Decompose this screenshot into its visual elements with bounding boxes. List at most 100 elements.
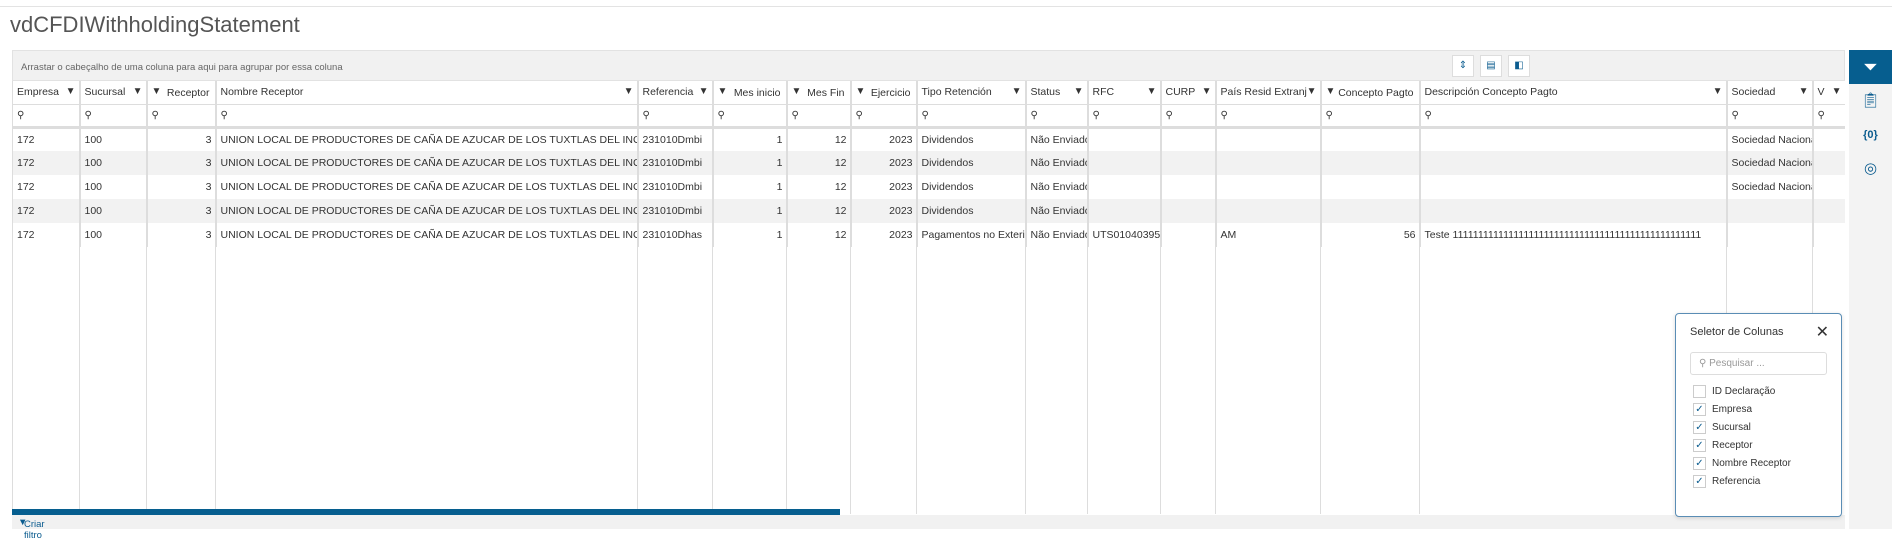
checkbox[interactable]: ✓: [1693, 439, 1706, 452]
filter-icon[interactable]: ▼: [1201, 86, 1212, 97]
filter-icon[interactable]: ▼: [1146, 86, 1157, 97]
filter-icon[interactable]: ▼: [791, 86, 802, 97]
filter-icon[interactable]: ▼: [1073, 86, 1084, 97]
filter-icon[interactable]: ▼: [623, 86, 634, 97]
horizontal-scrollbar[interactable]: [12, 509, 840, 515]
column-option[interactable]: ✓ Receptor: [1693, 439, 1753, 457]
group-by-panel[interactable]: Arrastar o cabeçalho de uma coluna para …: [12, 50, 1845, 81]
column-header[interactable]: CURP ▼: [1161, 81, 1217, 105]
column-header-label: Tipo Retención: [921, 86, 992, 99]
column-header[interactable]: Nombre Receptor ▼: [216, 81, 639, 105]
filter-icon[interactable]: ▼: [1011, 86, 1022, 97]
filter-icon[interactable]: ▼: [151, 86, 162, 97]
filter-icon[interactable]: ▼: [132, 86, 143, 97]
column-option[interactable]: ✓ Nombre Receptor: [1693, 457, 1791, 475]
eye-icon[interactable]: ◎: [1863, 160, 1878, 177]
filter-icon[interactable]: ▼: [717, 86, 728, 97]
column-filter-input[interactable]: ⚲: [713, 104, 788, 129]
column-header[interactable]: Referencia ▼: [638, 81, 714, 105]
table-row[interactable]: 172 100 3 UNION LOCAL DE PRODUCTORES DE CAÑ…: [13, 223, 1845, 247]
columns-button[interactable]: ◧: [1508, 55, 1530, 77]
column-filter-input[interactable]: ⚲: [80, 104, 148, 129]
column-filter-input[interactable]: ⚲: [1321, 104, 1421, 129]
filter-icon[interactable]: ▼: [1306, 86, 1317, 97]
table-cell: AM: [1216, 223, 1322, 247]
column-filter-input[interactable]: ⚲: [638, 104, 714, 129]
checkbox[interactable]: ✓: [1693, 457, 1706, 470]
column-option[interactable]: ID Declaração: [1693, 385, 1775, 403]
table-cell: [1161, 151, 1217, 175]
column-header[interactable]: Sucursal ▼: [80, 81, 148, 105]
column-filter-input[interactable]: ⚲: [13, 104, 81, 129]
filter-icon[interactable]: ▼: [698, 86, 709, 97]
variables-icon[interactable]: {0}: [1863, 129, 1878, 141]
export-button[interactable]: ▤: [1480, 55, 1502, 77]
column-filter-input[interactable]: ⚲: [1420, 104, 1728, 129]
column-option[interactable]: ✓ Sucursal: [1693, 421, 1751, 439]
column-header[interactable]: Receptor ▼: [147, 81, 217, 105]
export-icon: ▤: [1486, 60, 1496, 71]
column-header[interactable]: Mes Fin ▼: [787, 81, 852, 105]
create-filter-link[interactable]: ▼ Criar filtro: [18, 517, 45, 541]
table-row[interactable]: 172 100 3 UNION LOCAL DE PRODUCTORES DE CAÑ…: [13, 175, 1845, 199]
column-filter-input[interactable]: ⚲: [787, 104, 852, 129]
column-header[interactable]: Tipo Retención ▼: [917, 81, 1027, 105]
column-filter-input[interactable]: ⚲: [1161, 104, 1217, 129]
column-option[interactable]: ✓ Empresa: [1693, 403, 1752, 421]
column-filter-input[interactable]: ⚲: [216, 104, 639, 129]
column-header[interactable]: Empresa ▼: [13, 81, 81, 105]
column-search-input[interactable]: ⚲ Pesquisar ...: [1690, 352, 1827, 375]
column-filter-input[interactable]: ⚲: [147, 104, 217, 129]
column-header[interactable]: Mes inicio ▼: [713, 81, 788, 105]
column-header[interactable]: Descripción Concepto Pagto ▼: [1420, 81, 1728, 105]
column-header[interactable]: Sociedad ▼: [1727, 81, 1814, 105]
column-filter-input[interactable]: ⚲: [1026, 104, 1089, 129]
column-divider: [637, 81, 638, 514]
close-icon[interactable]: ✕: [1815, 324, 1829, 341]
column-header[interactable]: Status ▼: [1026, 81, 1089, 105]
column-divider: [1160, 81, 1161, 514]
checkbox[interactable]: ✓: [1693, 403, 1706, 416]
column-header[interactable]: V ▼: [1813, 81, 1845, 105]
column-header[interactable]: País Resid Extranj ▼: [1216, 81, 1322, 105]
column-header-label: Sociedad: [1731, 86, 1776, 99]
table-cell: [1321, 151, 1421, 175]
column-selector-panel: Seletor de Colunas ✕ ⚲ Pesquisar ... ID …: [1675, 313, 1842, 517]
table-row[interactable]: 172 100 3 UNION LOCAL DE PRODUCTORES DE CAÑ…: [13, 199, 1845, 223]
table-cell: 172: [13, 127, 81, 151]
table-cell: 172: [13, 151, 81, 175]
filter-icon[interactable]: ▼: [65, 86, 76, 97]
column-divider: [712, 81, 713, 514]
sort-button[interactable]: ⇕: [1452, 55, 1474, 77]
column-header[interactable]: RFC ▼: [1088, 81, 1162, 105]
column-divider: [1215, 81, 1216, 514]
column-filter-input[interactable]: ⚲: [1813, 104, 1845, 129]
column-filter-input[interactable]: ⚲: [851, 104, 918, 129]
checkbox[interactable]: [1693, 385, 1706, 398]
clipboard-icon[interactable]: 📋︎: [1860, 92, 1881, 109]
table-cell: Não Enviado: [1026, 199, 1089, 223]
column-header[interactable]: Ejercicio ▼: [851, 81, 918, 105]
column-option[interactable]: ✓ Referencia: [1693, 475, 1760, 493]
filter-icon[interactable]: ▼: [1798, 86, 1809, 97]
table-cell: Não Enviado: [1026, 127, 1089, 151]
checkbox[interactable]: ✓: [1693, 421, 1706, 434]
table-row[interactable]: 172 100 3 UNION LOCAL DE PRODUCTORES DE CAÑ…: [13, 127, 1845, 151]
table-cell: 231010Dmbi: [638, 199, 714, 223]
filter-icon[interactable]: ▼: [1712, 86, 1723, 97]
filter-icon[interactable]: ▼: [1325, 86, 1336, 97]
column-filter-input[interactable]: ⚲: [917, 104, 1027, 129]
filter-icon[interactable]: ⏷: [1849, 50, 1892, 84]
table-row[interactable]: 172 100 3 UNION LOCAL DE PRODUCTORES DE CAÑ…: [13, 151, 1845, 175]
top-divider: [0, 6, 1892, 7]
checkbox[interactable]: ✓: [1693, 475, 1706, 488]
column-header[interactable]: Concepto Pagto ▼: [1321, 81, 1421, 105]
column-filter-input[interactable]: ⚲: [1727, 104, 1814, 129]
table-cell: Não Enviado: [1026, 223, 1089, 247]
filter-icon[interactable]: ▼: [1831, 86, 1842, 97]
table-cell: Sociedad Nacional: [1727, 175, 1814, 199]
table-cell: 1: [713, 175, 788, 199]
column-filter-input[interactable]: ⚲: [1088, 104, 1162, 129]
filter-icon[interactable]: ▼: [855, 86, 866, 97]
column-filter-input[interactable]: ⚲: [1216, 104, 1322, 129]
